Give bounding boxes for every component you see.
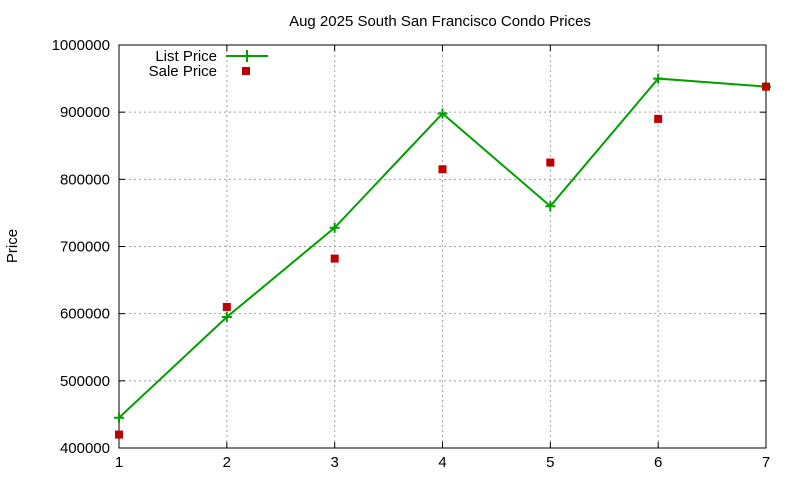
x-tick-label: 4 <box>438 454 446 471</box>
x-tick-label: 7 <box>762 454 770 471</box>
legend: List Price Sale Price <box>149 48 268 80</box>
legend-label-sale-price: Sale Price <box>149 63 217 80</box>
x-tick-label: 3 <box>330 454 338 471</box>
y-tick-label: 800000 <box>60 171 110 188</box>
y-tick-label: 600000 <box>60 306 110 323</box>
sale-price-point <box>762 82 770 91</box>
list-price-point <box>437 108 448 119</box>
list-price-point <box>653 73 664 84</box>
y-tick-labels: 400000 500000 600000 700000 800000 900000 1000… <box>52 37 110 457</box>
sale-price-point <box>222 302 231 311</box>
y-tick-label: 500000 <box>60 373 110 390</box>
y-tick-label: 900000 <box>60 104 110 121</box>
grid-lines <box>119 45 766 448</box>
y-axis-label: Price <box>4 229 21 263</box>
sale-price-point <box>654 114 663 123</box>
sale-price-point <box>330 254 339 263</box>
list-price-point <box>329 222 340 233</box>
x-tick-label: 2 <box>223 454 231 471</box>
x-tick-label: 6 <box>654 454 662 471</box>
sale-price-point <box>115 430 123 439</box>
x-tick-label: 5 <box>546 454 554 471</box>
x-tick-label: 1 <box>115 454 123 471</box>
list-price-point <box>545 201 556 212</box>
y-tick-label: 700000 <box>60 239 110 256</box>
data-series <box>114 73 771 439</box>
sale-price-point <box>546 158 555 167</box>
list-price-point <box>114 412 124 423</box>
y-tick-label: 1000000 <box>52 37 110 54</box>
plot-frame <box>118 44 767 449</box>
sale-price-point <box>438 165 447 174</box>
legend-label-list-price: List Price <box>155 48 217 65</box>
chart-title: Aug 2025 South San Francisco Condo Price… <box>289 13 591 30</box>
legend-marker-sale-price <box>242 67 250 75</box>
list-price-point <box>221 312 232 323</box>
x-tick-labels: 1 2 3 4 5 6 7 <box>115 454 770 471</box>
legend-marker-list-price <box>241 50 253 62</box>
y-tick-label: 400000 <box>60 440 110 457</box>
